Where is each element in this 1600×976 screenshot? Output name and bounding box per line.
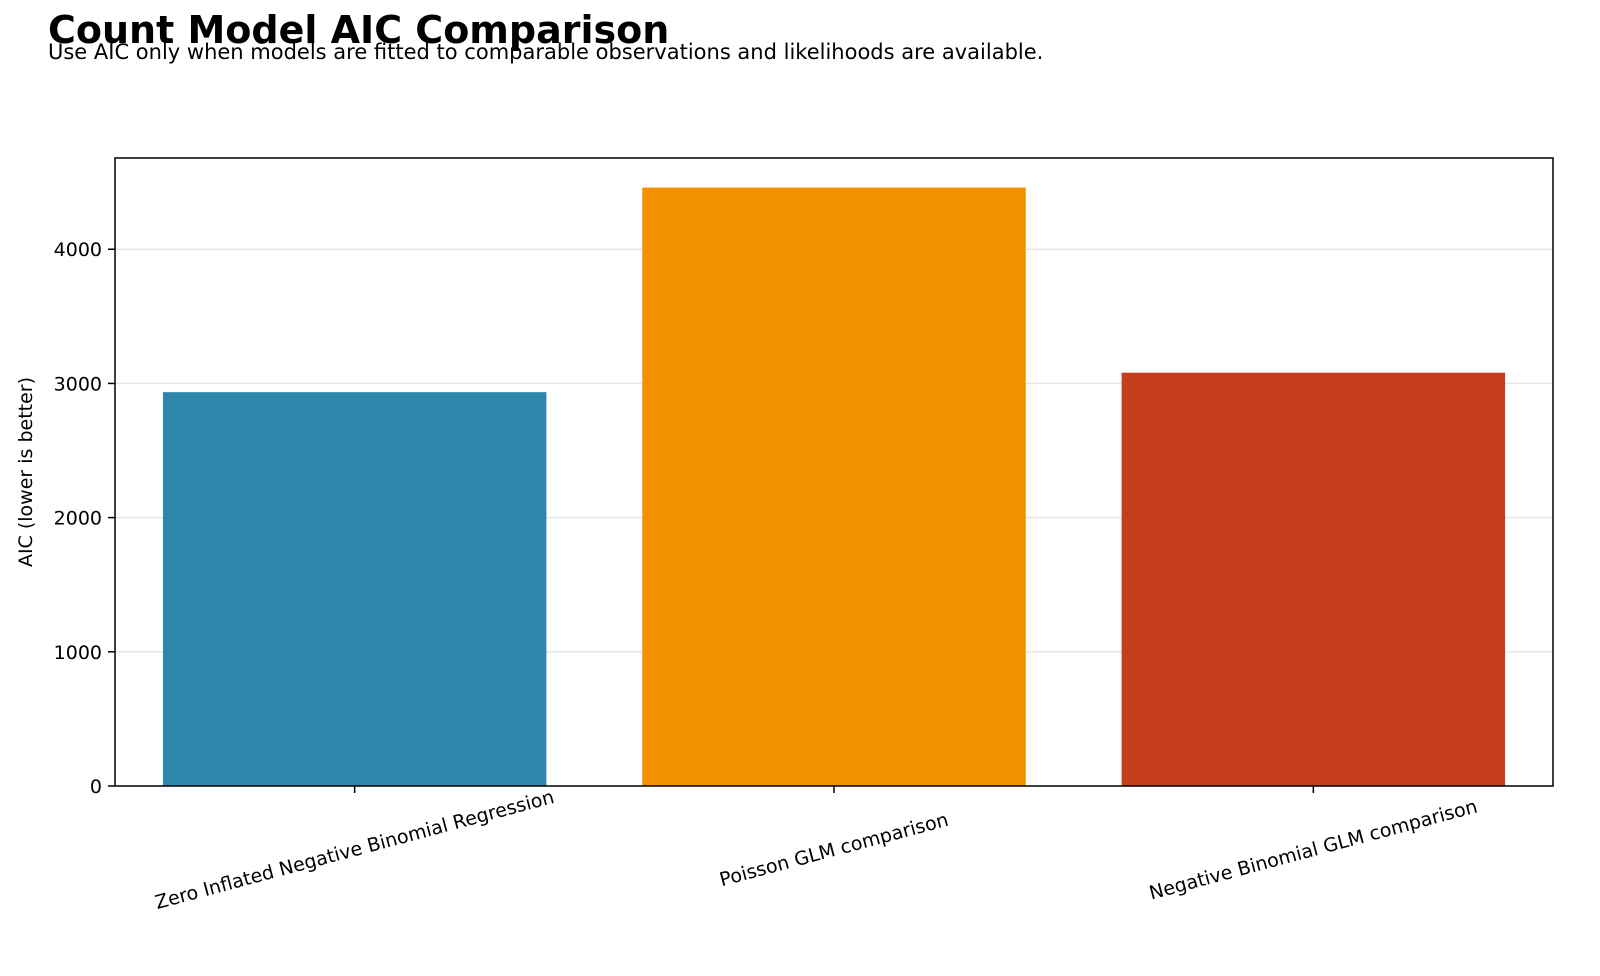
y-tick-label-4: 4000 — [54, 239, 102, 261]
chart-subtitle: Use AIC only when models are fitted to c… — [48, 40, 1044, 64]
x-tick-label-1: Poisson GLM comparison — [717, 809, 951, 891]
bar-2 — [1121, 372, 1506, 786]
y-tick-label-3: 3000 — [54, 373, 102, 395]
y-axis-ticks: 0 1000 2000 3000 4000 — [54, 239, 115, 798]
y-axis-label: AIC (lower is better) — [15, 377, 37, 567]
x-tick-label-0: Zero Inflated Negative Binomial Regressi… — [153, 786, 557, 914]
x-axis-ticks: Zero Inflated Negative Binomial Regressi… — [153, 786, 1480, 914]
bar-0 — [162, 392, 547, 786]
chart-title: Count Model AIC Comparison — [48, 8, 670, 52]
x-tick-label-2: Negative Binomial GLM comparison — [1147, 796, 1480, 905]
y-tick-label-1: 1000 — [54, 642, 102, 664]
bar-1 — [642, 187, 1026, 786]
y-tick-label-2: 2000 — [54, 508, 102, 530]
bars — [162, 187, 1506, 786]
y-tick-label-0: 0 — [90, 776, 102, 798]
